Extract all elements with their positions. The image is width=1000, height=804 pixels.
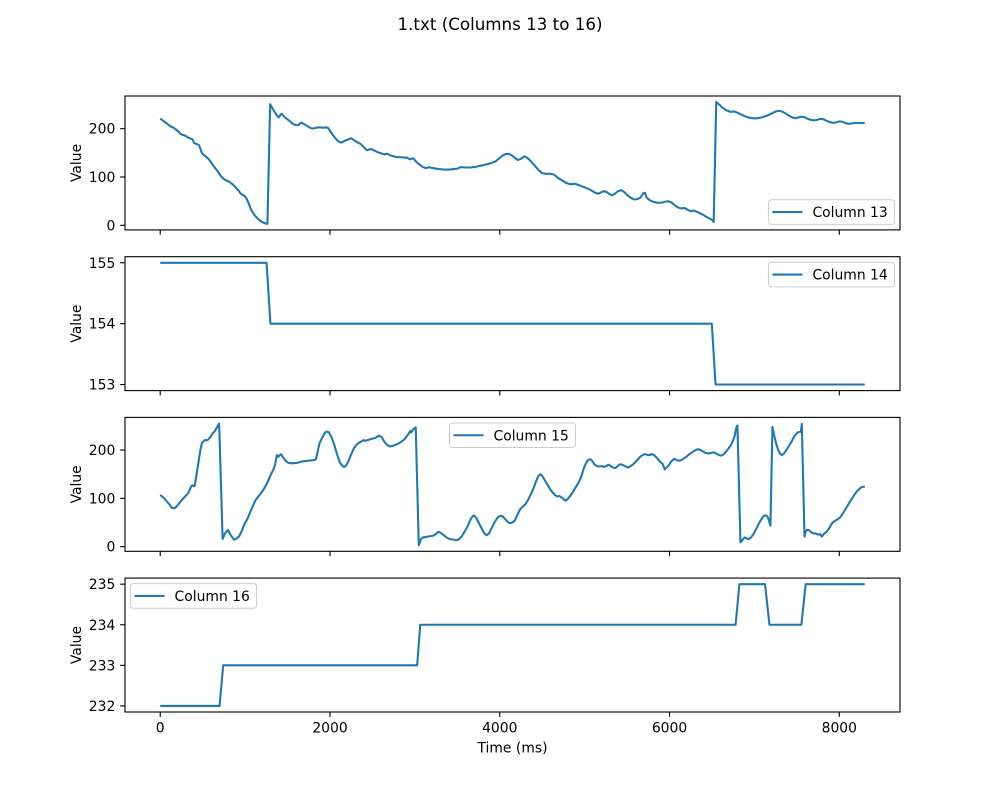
- x-tick-label: 2000: [312, 721, 347, 737]
- legend: Column 13: [767, 199, 895, 225]
- legend-frame: [767, 261, 895, 288]
- legend-label: Column 16: [175, 589, 250, 605]
- series-line-column-13: [159, 101, 865, 225]
- x-axis-label: Time (ms): [476, 741, 547, 757]
- legend-label: Column 15: [494, 428, 569, 444]
- legend-frame: [130, 583, 258, 609]
- subplot-column-14: 153 154 155 Value Column 14: [69, 256, 901, 396]
- legend: Column 15: [449, 422, 576, 449]
- x-tick-label: 4000: [482, 721, 517, 737]
- y-tick-label: 200: [89, 443, 116, 459]
- y-tick-label: 232: [89, 699, 116, 715]
- y-axis-label: Value: [69, 465, 85, 503]
- y-tick-label: 100: [89, 491, 116, 507]
- y-tick-label: 154: [89, 317, 116, 333]
- x-tick-label: 6000: [652, 721, 687, 737]
- y-tick-label: 0: [106, 218, 115, 234]
- x-tick-label: 0: [156, 721, 165, 737]
- y-axis-label: Value: [69, 626, 85, 664]
- y-tick-label: 233: [89, 658, 116, 674]
- legend: Column 14: [767, 261, 895, 288]
- y-axis-label: Value: [69, 144, 85, 182]
- legend-label: Column 14: [812, 268, 887, 284]
- legend-label: Column 13: [812, 205, 887, 221]
- legend-frame: [767, 199, 895, 225]
- y-tick-label: 155: [89, 256, 116, 272]
- subplot-column-16: 0 2000 4000 6000 8000 232 233 234 235 Value Column…: [69, 577, 901, 737]
- legend: Column 16: [130, 583, 258, 609]
- y-tick-label: 200: [89, 122, 116, 138]
- series-line-column-15: [159, 422, 865, 547]
- y-tick-label: 153: [89, 378, 116, 394]
- y-tick-label: 100: [89, 170, 116, 186]
- x-tick-label: 8000: [822, 721, 857, 737]
- y-axis-label: Value: [69, 305, 85, 343]
- series-line-column-14: [160, 261, 865, 386]
- legend-frame: [449, 422, 576, 449]
- y-tick-label: 235: [89, 577, 116, 593]
- figure-title: 1.txt (Columns 13 to 16): [398, 14, 603, 34]
- y-tick-label: 234: [89, 618, 116, 634]
- y-tick-label: 0: [106, 540, 115, 556]
- series-line-column-16: [160, 583, 865, 707]
